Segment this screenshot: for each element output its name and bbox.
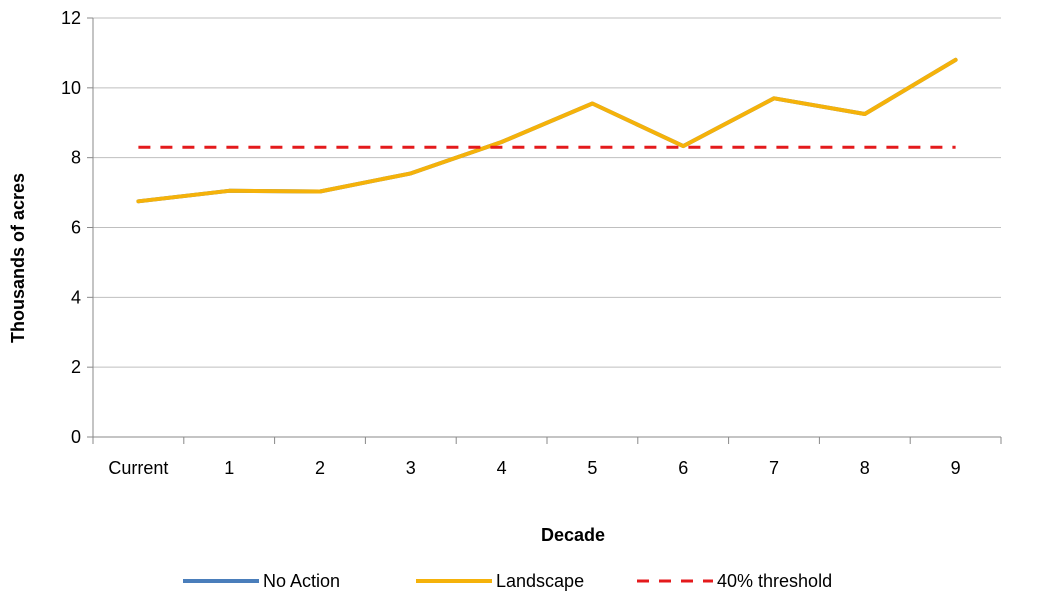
series-line-landscape [136, 57, 958, 204]
x-tick-label: 4 [497, 458, 507, 478]
axes [87, 17, 1002, 444]
x-tick-label: 1 [224, 458, 234, 478]
series-line-no-action [136, 57, 958, 204]
legend-label-no-action: No Action [263, 571, 340, 591]
x-tick-label: 7 [769, 458, 779, 478]
y-tick-label: 8 [71, 148, 81, 168]
y-tick-label: 6 [71, 218, 81, 238]
y-tick-label: 2 [71, 357, 81, 377]
x-tick-label: 5 [587, 458, 597, 478]
legend-label-landscape: Landscape [496, 571, 584, 591]
x-tick-label: 8 [860, 458, 870, 478]
y-tick-label: 0 [71, 427, 81, 447]
x-tick-label: 6 [678, 458, 688, 478]
x-axis-title: Decade [541, 525, 605, 545]
series-lines [136, 57, 958, 204]
y-tick-label: 4 [71, 287, 81, 307]
y-tick-labels: 0 2 4 6 8 10 12 [61, 8, 81, 447]
x-tick-label: Current [108, 458, 168, 478]
y-axis-title: Thousands of acres [8, 173, 28, 343]
y-tick-label: 12 [61, 8, 81, 28]
x-tick-label: 3 [406, 458, 416, 478]
y-tick-label: 10 [61, 78, 81, 98]
legend: No Action Landscape 40% threshold [183, 571, 832, 591]
x-tick-label: 9 [951, 458, 961, 478]
gridlines [93, 17, 1001, 368]
x-tick-labels: Current 1 2 3 4 5 6 7 8 9 [108, 458, 960, 478]
legend-label-40-threshold: 40% threshold [717, 571, 832, 591]
x-tick-label: 2 [315, 458, 325, 478]
